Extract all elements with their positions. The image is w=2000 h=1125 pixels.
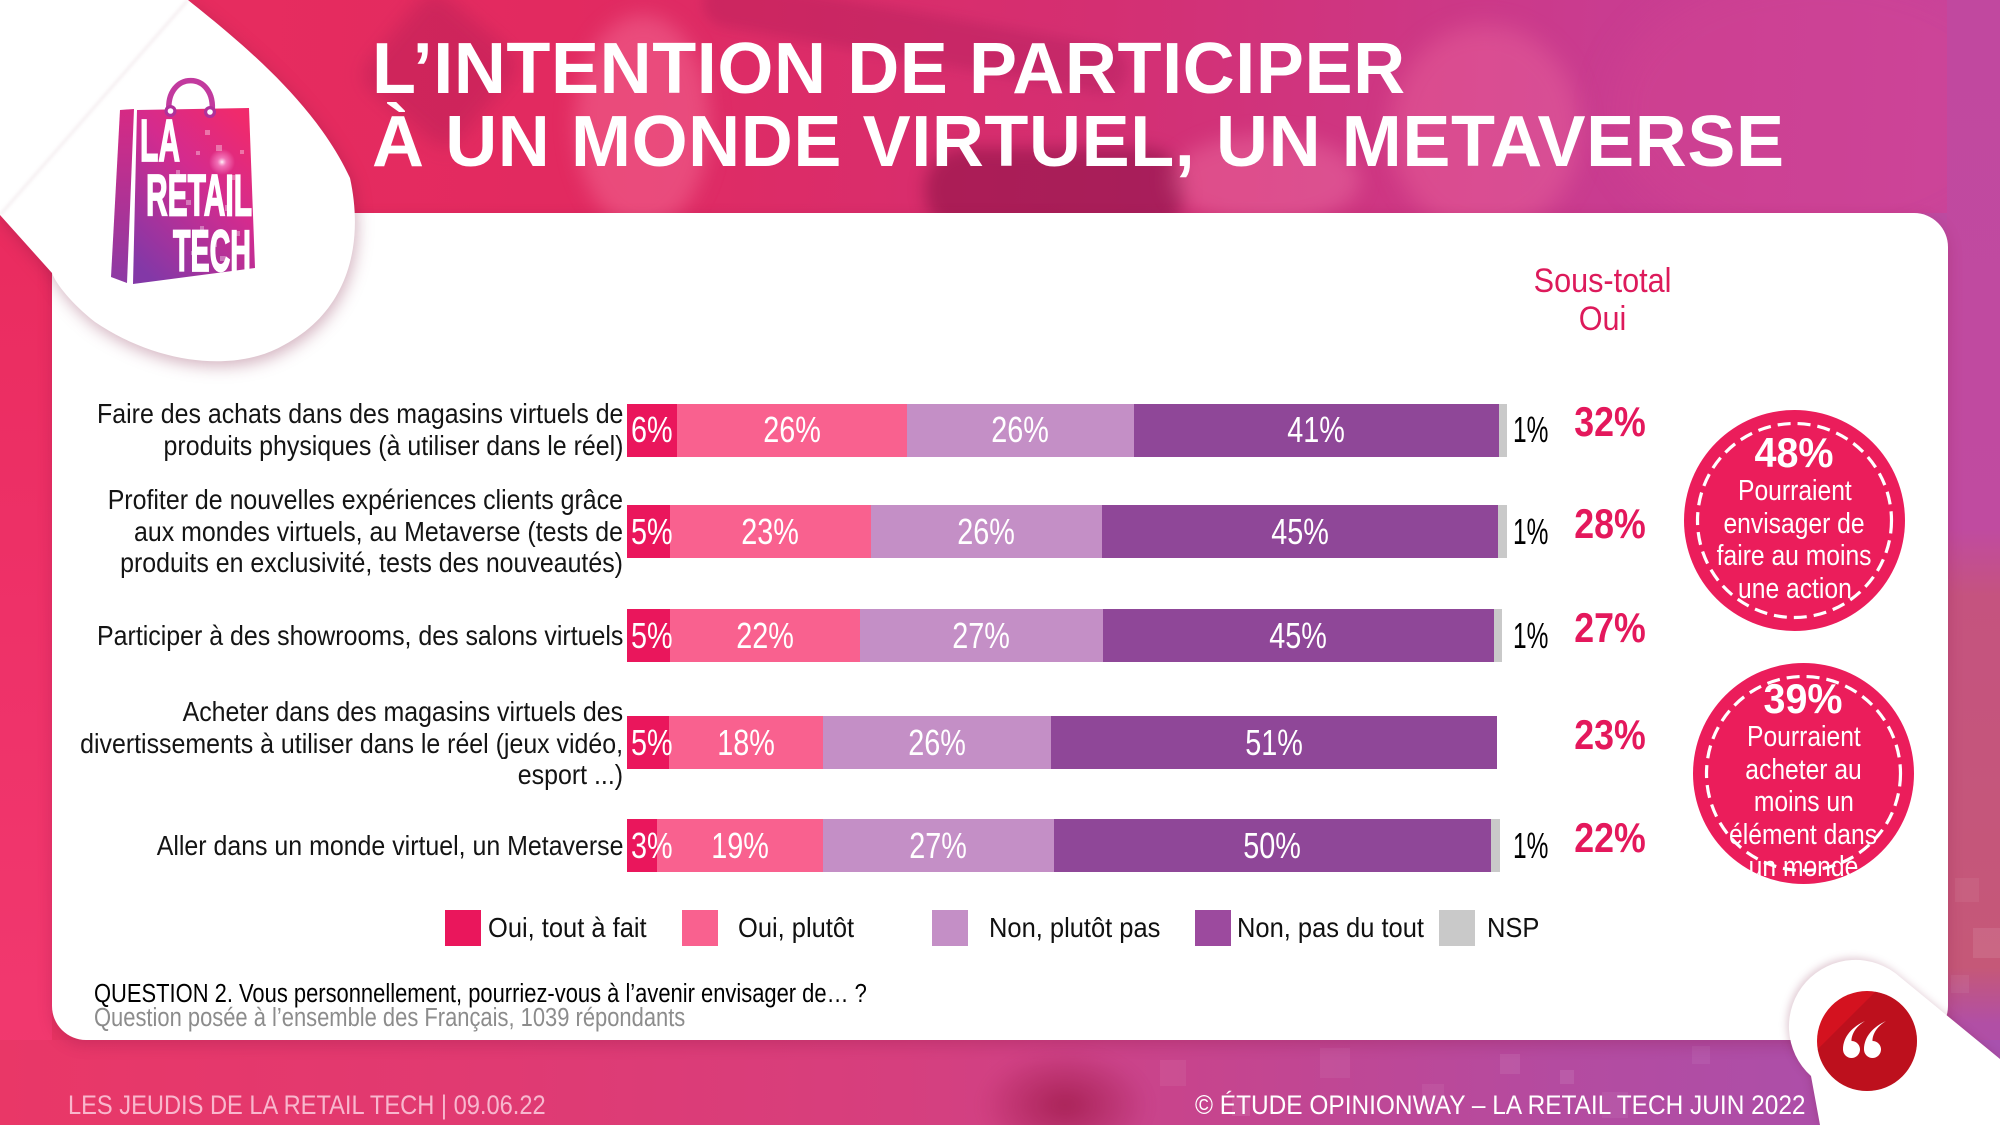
svg-text:LA: LA bbox=[140, 107, 180, 174]
svg-text:RETAIL: RETAIL bbox=[146, 163, 252, 229]
svg-text:TECH: TECH bbox=[173, 218, 251, 284]
